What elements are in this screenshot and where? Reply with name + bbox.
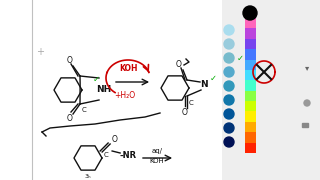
Text: +: + bbox=[36, 47, 44, 57]
Text: KOH: KOH bbox=[150, 158, 164, 164]
Bar bbox=[245, 80, 256, 91]
Circle shape bbox=[224, 67, 234, 77]
Text: +H₂O: +H₂O bbox=[115, 91, 136, 100]
Bar bbox=[222, 0, 320, 180]
Bar bbox=[245, 143, 256, 153]
Text: ▾: ▾ bbox=[305, 64, 309, 73]
Bar bbox=[302, 123, 308, 127]
Text: O: O bbox=[111, 134, 117, 143]
Circle shape bbox=[224, 95, 234, 105]
Text: ✓: ✓ bbox=[236, 53, 244, 62]
Text: ✓: ✓ bbox=[210, 73, 217, 82]
Text: C: C bbox=[104, 152, 108, 158]
Text: O: O bbox=[67, 114, 73, 123]
Bar bbox=[245, 28, 256, 39]
Text: 3ₕ: 3ₕ bbox=[85, 174, 91, 179]
Circle shape bbox=[224, 39, 234, 49]
Bar bbox=[245, 49, 256, 60]
Circle shape bbox=[224, 81, 234, 91]
Bar bbox=[245, 101, 256, 111]
Bar bbox=[245, 70, 256, 80]
Text: KOH: KOH bbox=[119, 64, 137, 73]
Text: O: O bbox=[67, 55, 73, 64]
Circle shape bbox=[224, 109, 234, 119]
Bar bbox=[245, 111, 256, 122]
Circle shape bbox=[224, 53, 234, 63]
Text: N: N bbox=[200, 80, 208, 89]
Text: O: O bbox=[176, 60, 182, 69]
Circle shape bbox=[304, 100, 310, 106]
Bar bbox=[245, 132, 256, 143]
Text: O: O bbox=[182, 107, 188, 116]
Text: C: C bbox=[82, 107, 86, 113]
Bar bbox=[245, 60, 256, 70]
Circle shape bbox=[243, 6, 257, 20]
Bar bbox=[245, 18, 256, 28]
Circle shape bbox=[224, 137, 234, 147]
Bar bbox=[245, 39, 256, 49]
Text: aq/: aq/ bbox=[151, 148, 163, 154]
Text: ✓: ✓ bbox=[92, 75, 100, 84]
Circle shape bbox=[224, 25, 234, 35]
Text: -NR: -NR bbox=[120, 150, 137, 159]
Bar bbox=[245, 91, 256, 101]
Text: NH: NH bbox=[96, 84, 112, 93]
Text: C: C bbox=[188, 100, 193, 106]
Circle shape bbox=[224, 123, 234, 133]
Bar bbox=[245, 122, 256, 132]
